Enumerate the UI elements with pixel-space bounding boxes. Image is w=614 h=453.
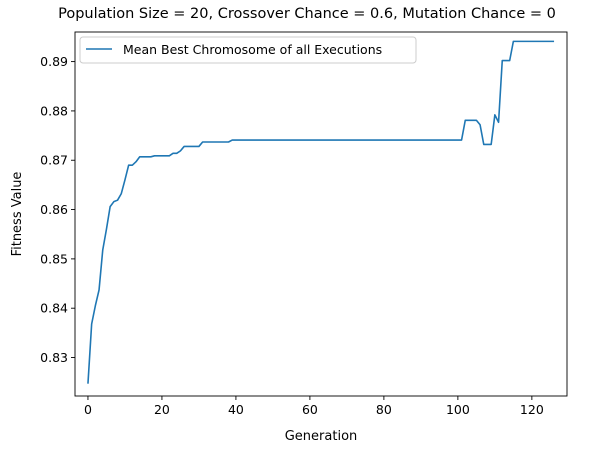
- plot-frame: [74, 31, 568, 397]
- legend: Mean Best Chromosome of all Executions: [79, 36, 417, 64]
- y-tick-label: 0.89: [40, 54, 68, 69]
- plot-background: [75, 32, 567, 396]
- x-tick-label: 100: [446, 402, 470, 417]
- x-axis-label: Generation: [285, 429, 358, 444]
- y-tick-label: 0.84: [40, 301, 68, 316]
- chart-title: Population Size = 20, Crossover Chance =…: [58, 6, 556, 22]
- x-tick-label: 20: [154, 402, 170, 417]
- y-tick-label: 0.83: [40, 350, 68, 365]
- plot-area: [75, 32, 567, 396]
- x-tick-label: 60: [302, 402, 318, 417]
- y-axis: 0.83 0.84 0.85 0.86 0.87 0.88 0.89: [40, 54, 75, 365]
- legend-entry-mean-best-chromosome: Mean Best Chromosome of all Executions: [123, 42, 382, 57]
- y-tick-label: 0.87: [40, 153, 68, 168]
- y-tick-label: 0.88: [40, 103, 68, 118]
- y-axis-label: Fitness Value: [10, 172, 25, 257]
- y-tick-label: 0.85: [40, 251, 68, 266]
- x-tick-label: 80: [376, 402, 392, 417]
- x-tick-label: 120: [520, 402, 544, 417]
- x-tick-label: 40: [228, 402, 244, 417]
- x-tick-label: 0: [84, 402, 92, 417]
- series-line-mean-best-chromosome: [87, 40, 555, 384]
- legend-box: [79, 36, 417, 64]
- x-axis: 0 20 40 60 80 100 120: [84, 396, 544, 417]
- y-tick-label: 0.86: [40, 202, 68, 217]
